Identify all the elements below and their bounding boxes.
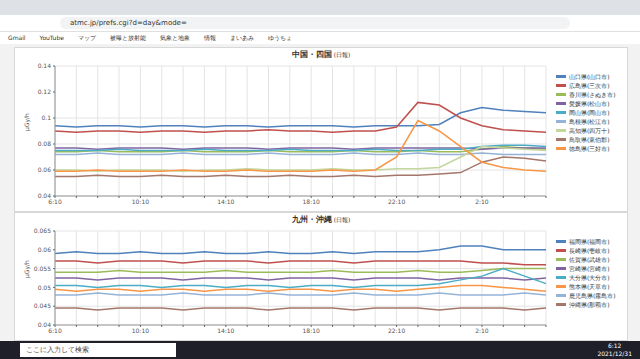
svg-text:0.04: 0.04 [38, 321, 52, 328]
svg-text:6:10: 6:10 [48, 198, 62, 205]
svg-text:14:10: 14:10 [217, 327, 234, 334]
svg-text:0.055: 0.055 [34, 265, 51, 272]
svg-text:0.045: 0.045 [34, 302, 51, 309]
html-text:被曝と放射能: 被曝と放射能 [109, 34, 146, 41]
svg-text:18:10: 18:10 [303, 327, 320, 334]
html-text:ここに入力して検索: ここに入力して検索 [26, 346, 89, 354]
html-text:広島県(三次市): 広島県(三次市) [569, 82, 610, 89]
html-text:鹿児島県(霧島市): 鹿児島県(霧島市) [569, 292, 616, 299]
svg-text:2:10: 2:10 [475, 327, 489, 334]
svg-text:0.06: 0.06 [38, 166, 52, 173]
svg-text:0.05: 0.05 [38, 284, 52, 291]
html-text:佐賀県(武雄市): 佐賀県(武雄市) [569, 256, 610, 263]
html-text:熊本県(天草市): 熊本県(天草市) [569, 283, 610, 290]
svg-text:10:10: 10:10 [132, 327, 149, 334]
html-text:2021/12/31: 2021/12/31 [597, 350, 632, 357]
html-text:atmc.jp/prefs.cgi?d=day&mode=: atmc.jp/prefs.cgi?d=day&mode= [70, 19, 187, 27]
html-text:福岡県(福岡市): 福岡県(福岡市) [569, 238, 610, 245]
html-text:愛媛県(松山市): 愛媛県(松山市) [569, 100, 610, 107]
html-text:大分県(大分市): 大分県(大分市) [569, 274, 610, 281]
html-text:高知県(四万十): 高知県(四万十) [569, 127, 610, 134]
html-text:気象と地象: 気象と地象 [159, 34, 190, 41]
html-text:岡山県(岡山市): 岡山県(岡山市) [569, 109, 610, 116]
svg-text:2:10: 2:10 [475, 198, 489, 205]
html-text:6:12: 6:12 [608, 342, 622, 349]
html-text:九州・沖縄(日報): 九州・沖縄(日報) [291, 215, 351, 224]
html-text:長崎県(壱岐市): 長崎県(壱岐市) [569, 247, 610, 254]
svg-text:14:10: 14:10 [217, 198, 234, 205]
html-text:まいあみ: まいあみ [229, 34, 254, 41]
svg-text:0.06: 0.06 [38, 246, 52, 253]
html-text:鳥取県(東伯郡): 鳥取県(東伯郡) [569, 136, 610, 143]
svg-text:18:10: 18:10 [303, 198, 320, 205]
html-text:マップ: マップ [77, 34, 96, 41]
html-text:沖縄県(那覇市): 沖縄県(那覇市) [569, 301, 610, 308]
svg-text:10:10: 10:10 [132, 198, 149, 205]
html-text:香川県(さぬき市): 香川県(さぬき市) [569, 91, 616, 98]
html-text:島根県(松江市): 島根県(松江市) [569, 118, 610, 125]
html-text:中国・四国(日報): 中国・四国(日報) [291, 50, 351, 59]
html-text:Gmail: Gmail [8, 34, 26, 41]
html-text:YouTube: YouTube [39, 34, 64, 41]
html-text:ゆうちょ: ゆうちょ [267, 34, 292, 41]
svg-text:0.08: 0.08 [38, 140, 52, 147]
svg-text:0.04: 0.04 [38, 192, 52, 199]
html-text:徳島県(三好市): 徳島県(三好市) [569, 145, 610, 152]
html-text:宮崎県(宮崎市): 宮崎県(宮崎市) [569, 265, 610, 272]
html-text:山口県(山口市): 山口県(山口市) [569, 73, 610, 80]
svg-text:μGy/h: μGy/h [23, 113, 31, 131]
svg-text:0.14: 0.14 [38, 62, 52, 69]
svg-text:22:10: 22:10 [388, 198, 405, 205]
svg-text:0.1: 0.1 [41, 114, 51, 121]
svg-text:6:10: 6:10 [48, 327, 62, 334]
svg-text:0.12: 0.12 [38, 88, 52, 95]
svg-text:0.065: 0.065 [34, 227, 51, 234]
svg-text:22:10: 22:10 [388, 327, 405, 334]
html-text:情報: 情報 [203, 34, 216, 41]
svg-text:μGy/h: μGy/h [23, 260, 31, 278]
